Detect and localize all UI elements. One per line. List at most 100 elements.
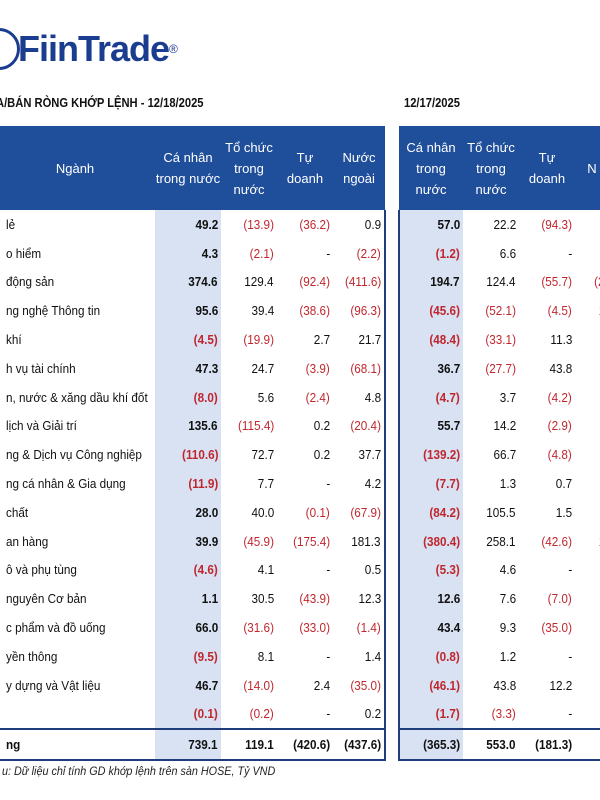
right-header-row: Cá nhân trong nước Tổ chức trong nước Tự… bbox=[399, 126, 600, 210]
value-cell: 30.5 bbox=[221, 584, 277, 613]
value-cell: 12.6 bbox=[398, 584, 463, 614]
value-text: 739.1 bbox=[188, 737, 218, 753]
value-cell: (7.7) bbox=[398, 469, 463, 498]
sector-name-text: ng nghệ Thông tin bbox=[6, 303, 101, 319]
value-cell: (4.5) bbox=[519, 296, 575, 325]
value-cell bbox=[575, 325, 600, 354]
table-row: (7.7) 1.3 0.7 bbox=[398, 469, 600, 498]
sector-name: lịch và Giải trí bbox=[0, 411, 155, 441]
value-cell: (20.4) bbox=[333, 411, 386, 441]
value-cell: 66.0 bbox=[155, 613, 221, 642]
value-cell: 43.8 bbox=[463, 671, 519, 700]
table-row: (46.1) 43.8 12.2( bbox=[398, 670, 600, 700]
value-cell: (110.6) bbox=[155, 440, 221, 470]
value-text: 1.1 bbox=[201, 591, 218, 607]
value-cell: (1.2) bbox=[398, 238, 463, 268]
value-text: - bbox=[326, 648, 330, 664]
value-cell: ( bbox=[575, 353, 600, 383]
value-text: (35.0) bbox=[350, 677, 381, 693]
value-text: (7.0) bbox=[547, 591, 572, 607]
value-cell bbox=[575, 238, 600, 268]
table-row: khí (4.5) (19.9) 2.7 21.7 bbox=[0, 325, 386, 354]
table-row: (0.8) 1.2 - bbox=[398, 641, 600, 671]
sector-name-text: ng bbox=[6, 737, 21, 753]
value-cell: (52.1) bbox=[463, 296, 519, 325]
table-row: an hàng 39.9 (45.9) (175.4) 181.3 bbox=[0, 526, 386, 556]
value-text: 4.1 bbox=[257, 562, 274, 578]
value-text: (36.2) bbox=[299, 216, 330, 232]
right-table-body: 57.0 22.2 (94.3) (1.2) 6.6 - 194.7 124.4 (55.7) (… bbox=[398, 210, 600, 762]
value-text: (45.6) bbox=[429, 303, 460, 319]
value-text: 43.8 bbox=[493, 677, 516, 693]
value-cell: (4.6) bbox=[155, 555, 221, 585]
value-text: (1.7) bbox=[435, 706, 460, 722]
value-cell: 43.4 bbox=[398, 613, 463, 642]
value-text: (2.2) bbox=[356, 245, 381, 261]
header-institution: Tổ chức trong nước bbox=[463, 126, 519, 210]
value-cell: 119.1 bbox=[221, 728, 277, 762]
value-cell: ( bbox=[575, 584, 600, 614]
value-text: 1.4 bbox=[364, 648, 381, 664]
value-cell: (3.3) bbox=[463, 700, 519, 730]
value-text: (38.6) bbox=[299, 303, 330, 319]
sector-name: ng nghệ Thông tin bbox=[0, 296, 155, 326]
value-text: (13.9) bbox=[243, 216, 274, 232]
table-row: ng & Dịch vụ Công nghiệp (110.6) 72.7 0.2 37… bbox=[0, 440, 386, 470]
value-cell: (31.6) bbox=[221, 613, 277, 642]
value-text: (19.9) bbox=[243, 332, 274, 348]
value-cell: 135.6 bbox=[155, 411, 221, 441]
header-institution: Tổ chức trong nước bbox=[221, 126, 277, 210]
value-text: (45.9) bbox=[243, 533, 274, 549]
value-cell: 129.4 bbox=[221, 268, 277, 297]
value-text: 0.2 bbox=[313, 418, 330, 434]
value-text: 0.2 bbox=[364, 706, 381, 722]
value-cell: (45.6) bbox=[398, 296, 463, 326]
value-cell: (33.0) bbox=[277, 613, 333, 642]
value-text: 553.0 bbox=[486, 737, 516, 753]
value-cell: - bbox=[277, 239, 333, 268]
sector-name-text: h vụ tài chính bbox=[6, 360, 76, 376]
value-text: 66.0 bbox=[195, 620, 218, 636]
value-text: 11.3 bbox=[550, 332, 572, 348]
table-row: 43.4 9.3 (35.0)( bbox=[398, 613, 600, 642]
header-sector: Ngành bbox=[0, 126, 155, 210]
value-cell: (55.7) bbox=[519, 268, 575, 297]
value-cell: - bbox=[277, 642, 333, 671]
value-text: (3.9) bbox=[305, 360, 330, 376]
value-text: 4.2 bbox=[364, 476, 381, 492]
value-text: 39.4 bbox=[251, 303, 274, 319]
table-row: (0.1) (0.2) - 0.2 bbox=[0, 699, 386, 730]
value-text: - bbox=[326, 476, 330, 492]
value-cell: 3.7 bbox=[463, 383, 519, 412]
value-text: (365.3) bbox=[422, 737, 460, 753]
value-text: 5.6 bbox=[257, 389, 274, 405]
value-cell: 0.5 bbox=[333, 555, 386, 585]
value-cell: 11.3 bbox=[519, 325, 575, 354]
value-text: (0.1) bbox=[305, 504, 330, 520]
value-cell: 2.7 bbox=[277, 325, 333, 354]
table-row: (84.2) 105.5 1.5( bbox=[398, 497, 600, 527]
table-row: (5.3) 4.6 - bbox=[398, 555, 600, 585]
value-cell: (2.4) bbox=[277, 383, 333, 412]
sector-name: ng & Dịch vụ Công nghiệp bbox=[0, 440, 155, 470]
value-cell: (84.2) bbox=[398, 497, 463, 527]
value-text: 1.5 bbox=[555, 504, 572, 520]
value-text: - bbox=[568, 245, 572, 261]
table-row: ô và phụ tùng (4.6) 4.1 - 0.5 bbox=[0, 555, 386, 585]
value-text: 72.7 bbox=[251, 447, 274, 463]
sector-name-text: nguyên Cơ bản bbox=[6, 591, 87, 607]
value-text: (8.0) bbox=[193, 389, 218, 405]
value-cell: 14.2 bbox=[463, 412, 519, 441]
table-row: 36.7 (27.7) 43.8( bbox=[398, 353, 600, 383]
value-cell: 124.4 bbox=[463, 268, 519, 297]
value-text: (2.9) bbox=[547, 418, 572, 434]
value-text: 2.4 bbox=[313, 677, 330, 693]
value-text: 7.6 bbox=[499, 591, 516, 607]
value-cell bbox=[575, 699, 600, 730]
sector-name: c phẩm và đồ uống bbox=[0, 613, 155, 642]
value-cell: (35.0) bbox=[519, 613, 575, 642]
value-text: 0.9 bbox=[364, 216, 381, 232]
value-text: - bbox=[568, 562, 572, 578]
table-row: chất 28.0 40.0 (0.1) (67.9) bbox=[0, 497, 386, 527]
table-row: ng nghệ Thông tin 95.6 39.4 (38.6) (96.3) bbox=[0, 296, 386, 326]
